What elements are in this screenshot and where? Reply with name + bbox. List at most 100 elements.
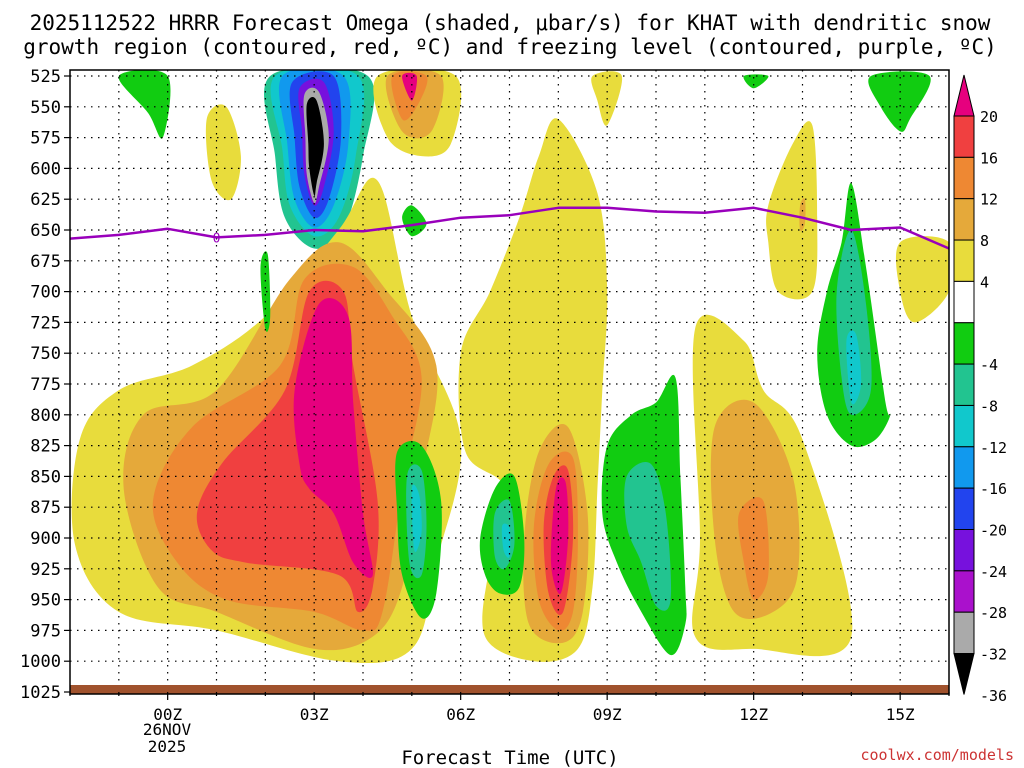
y-tick-label: 525 (30, 67, 61, 87)
omega-feature-rising-motion-05z-upper-small (402, 205, 427, 237)
colorbar-label: -36 (980, 687, 1007, 705)
omega-feature-sinking-motion-12z (692, 314, 853, 657)
colorbar-segment (953, 404, 975, 448)
x-tick-label: 15Z (886, 705, 915, 724)
colorbar-segment (953, 611, 975, 655)
omega-contour-pos4 (205, 104, 241, 201)
colorbar-segment (953, 156, 975, 200)
freezing-level-line (70, 206, 949, 250)
omega-contour-neg12 (846, 330, 862, 405)
colorbar-segment (953, 363, 975, 406)
colorbar-segment (953, 653, 975, 695)
omega-contour-neg4 (118, 70, 171, 139)
date-label-year: 2025 (148, 737, 187, 756)
omega-contour-pos4 (766, 121, 818, 300)
omega-feature-rising-motion-09z-top (743, 74, 769, 89)
omega-feature-sinking-motion-13z-upper (766, 121, 818, 300)
colorbar-label: -28 (980, 604, 1007, 622)
colorbar-segment (953, 115, 975, 158)
omega-feature-sinking-motion-15z (895, 236, 949, 323)
y-tick-label: 875 (30, 498, 61, 518)
colorbar-label: 16 (980, 149, 998, 167)
x-axis-title: Forecast Time (UTC) (401, 747, 618, 768)
omega-contour-neg4 (868, 71, 931, 132)
omega-feature-rising-motion-top-left (118, 70, 171, 139)
y-tick-label: 625 (30, 190, 61, 210)
omega-contour-neg8 (836, 229, 872, 416)
omega-feature-rising-motion-02z-small (260, 251, 271, 332)
y-tick-label: 975 (30, 621, 61, 641)
colorbar-label: 8 (980, 232, 989, 250)
colorbar-segment (953, 74, 975, 117)
y-tick-label: 850 (30, 467, 61, 487)
omega-feature-sinking-motion-lower-03z (71, 177, 462, 664)
y-tick-label: 1000 (20, 652, 61, 672)
colorbar-label: 12 (980, 191, 998, 209)
y-tick-label: 775 (30, 375, 61, 395)
omega-contour-pos20 (550, 477, 569, 595)
colorbar-segment (953, 529, 975, 572)
colorbar-segment (953, 487, 975, 530)
omega-contour-neg12 (501, 523, 511, 558)
omega-contour-neg8 (624, 461, 672, 611)
y-tick-label: 550 (30, 98, 61, 118)
freezing-level-label: 0 (213, 231, 221, 246)
credit-text[interactable]: coolwx.com/models (860, 746, 1014, 764)
colorbar-label: -24 (980, 563, 1007, 581)
omega-feature-sinking-motion-upper-04z (373, 70, 462, 157)
y-tick-label: 925 (30, 560, 61, 580)
date-label-day: 26NOV (143, 720, 192, 739)
freezing-level-contour: 0 (70, 206, 949, 250)
colorbar-label: -32 (980, 646, 1007, 664)
colorbar-segment (953, 446, 975, 489)
omega-feature-sinking-motion-00z-upper (205, 104, 241, 201)
y-tick-label: 650 (30, 221, 61, 241)
omega-feature-sinking-motion-08z (458, 118, 608, 662)
x-axis: 00Z 03Z 06Z 09Z 12Z 15Z (69, 692, 950, 724)
colorbar-label: -16 (980, 480, 1007, 498)
omega-contour-pos20 (293, 297, 374, 578)
ground-surface (70, 685, 949, 694)
x-tick-label: 12Z (739, 705, 768, 724)
colorbar-label: -8 (980, 397, 998, 415)
omega-feature-rising-motion-14z (817, 182, 891, 448)
omega-contour-neg12 (411, 484, 422, 553)
colorbar-segment (953, 570, 975, 613)
colorbar-label: 4 (980, 273, 989, 291)
colorbar-segment (953, 239, 975, 282)
y-tick-label: 700 (30, 283, 61, 303)
colorbar-label: -12 (980, 439, 1007, 457)
y-tick-label: 600 (30, 159, 61, 179)
colorbar-label: -20 (980, 522, 1007, 540)
omega-contour-neg36 (306, 97, 324, 197)
x-tick-label: 00Z (153, 705, 182, 724)
y-tick-label: 1025 (20, 683, 61, 703)
colorbar-label: -4 (980, 356, 998, 374)
omega-contour-neg4 (260, 251, 271, 332)
y-tick-label: 750 (30, 344, 61, 364)
y-axis: 525 550 575 600 625 650 675 700 725 750 775 800 825 8… (20, 67, 70, 703)
chart-title-line2: growth region (contoured, red, ºC) and f… (23, 35, 997, 59)
omega-feature-rising-motion-10z (601, 374, 687, 656)
colorbar: 20 16 12 8 4 -4 -8 -12 -16 -20 -24 -28 -32 -36 (953, 74, 1007, 705)
y-tick-label: 950 (30, 591, 61, 611)
omega-contour-pos8 (799, 198, 806, 232)
x-tick-label: 06Z (446, 705, 475, 724)
omega-feature-rising-motion-05z (395, 440, 442, 619)
y-tick-label: 825 (30, 437, 61, 457)
y-tick-label: 800 (30, 406, 61, 426)
omega-contour-pos20 (402, 72, 418, 101)
grid-lines (70, 70, 949, 693)
omega-contour-pos12 (738, 497, 769, 600)
omega-contour-neg4 (743, 74, 769, 89)
chart-title-line1: 2025112522 HRRR Forecast Omega (shaded, … (30, 11, 991, 35)
omega-feature-rising-motion-07z (479, 473, 525, 595)
y-tick-label: 900 (30, 529, 61, 549)
x-tick-label: 03Z (300, 705, 329, 724)
colorbar-segment (953, 322, 975, 365)
omega-shading (71, 70, 949, 664)
y-tick-label: 575 (30, 129, 61, 149)
omega-contour-pos4 (895, 236, 949, 323)
omega-feature-rising-motion-core-03z-upper (264, 70, 375, 249)
colorbar-segment (953, 280, 975, 324)
